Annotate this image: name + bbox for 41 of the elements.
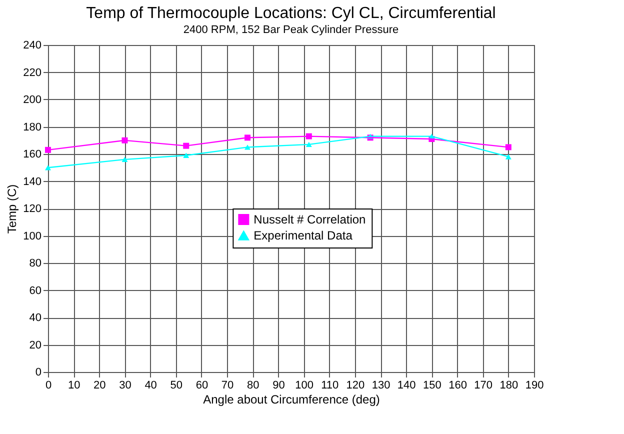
y-tick-label: 140 (23, 176, 42, 188)
y-tick-label: 220 (23, 66, 42, 79)
x-tick-label: 80 (247, 380, 260, 392)
x-tick-label: 100 (295, 380, 314, 392)
y-tick-label: 20 (29, 339, 42, 352)
chart-subtitle: 2400 RPM, 152 Bar Peak Cylinder Pressure (183, 24, 399, 36)
point (505, 154, 512, 160)
x-tick-label: 90 (272, 380, 285, 392)
x-tick-label: 50 (170, 380, 183, 392)
x-tick-label: 190 (525, 380, 544, 392)
x-tick-label: 0 (45, 380, 52, 392)
x-tick-label: 60 (196, 380, 208, 392)
legend-label: Nusselt # Correlation (254, 212, 366, 226)
chart-title: Temp of Thermocouple Locations: Cyl CL, Circumferential (86, 5, 496, 22)
x-tick-label: 130 (372, 380, 390, 392)
x-tick-label: 110 (321, 380, 339, 392)
y-tick-label: 100 (23, 230, 42, 242)
y-tick-label: 0 (35, 366, 42, 378)
y-tick-label: 180 (23, 121, 42, 134)
x-tick-label: 20 (94, 380, 106, 392)
x-tick-label: 30 (119, 380, 132, 392)
y-tick-label: 40 (29, 312, 42, 324)
y-tick-label: 200 (23, 94, 42, 106)
y-tick-label: 80 (29, 258, 42, 270)
x-axis-title: Angle about Circumference (deg) (203, 392, 380, 406)
y-tick-label: 160 (23, 148, 42, 160)
x-tick-label: 120 (346, 380, 365, 392)
x-tick-label: 70 (221, 380, 234, 392)
y-tick-label: 60 (29, 284, 42, 297)
point (505, 144, 512, 150)
y-axis-title: Temp (C) (5, 184, 20, 234)
x-tick-label: 40 (144, 380, 157, 392)
y-tick-label: 240 (23, 40, 42, 52)
legend-label: Experimental Data (254, 228, 353, 242)
x-tick-label: 180 (500, 380, 518, 392)
x-tick-label: 150 (423, 380, 442, 392)
y-tick-label: 120 (23, 203, 42, 215)
x-tick-label: 160 (448, 380, 467, 392)
x-tick-label: 170 (474, 380, 493, 392)
x-tick-label: 140 (397, 380, 416, 392)
x-tick-label: 10 (68, 380, 80, 392)
